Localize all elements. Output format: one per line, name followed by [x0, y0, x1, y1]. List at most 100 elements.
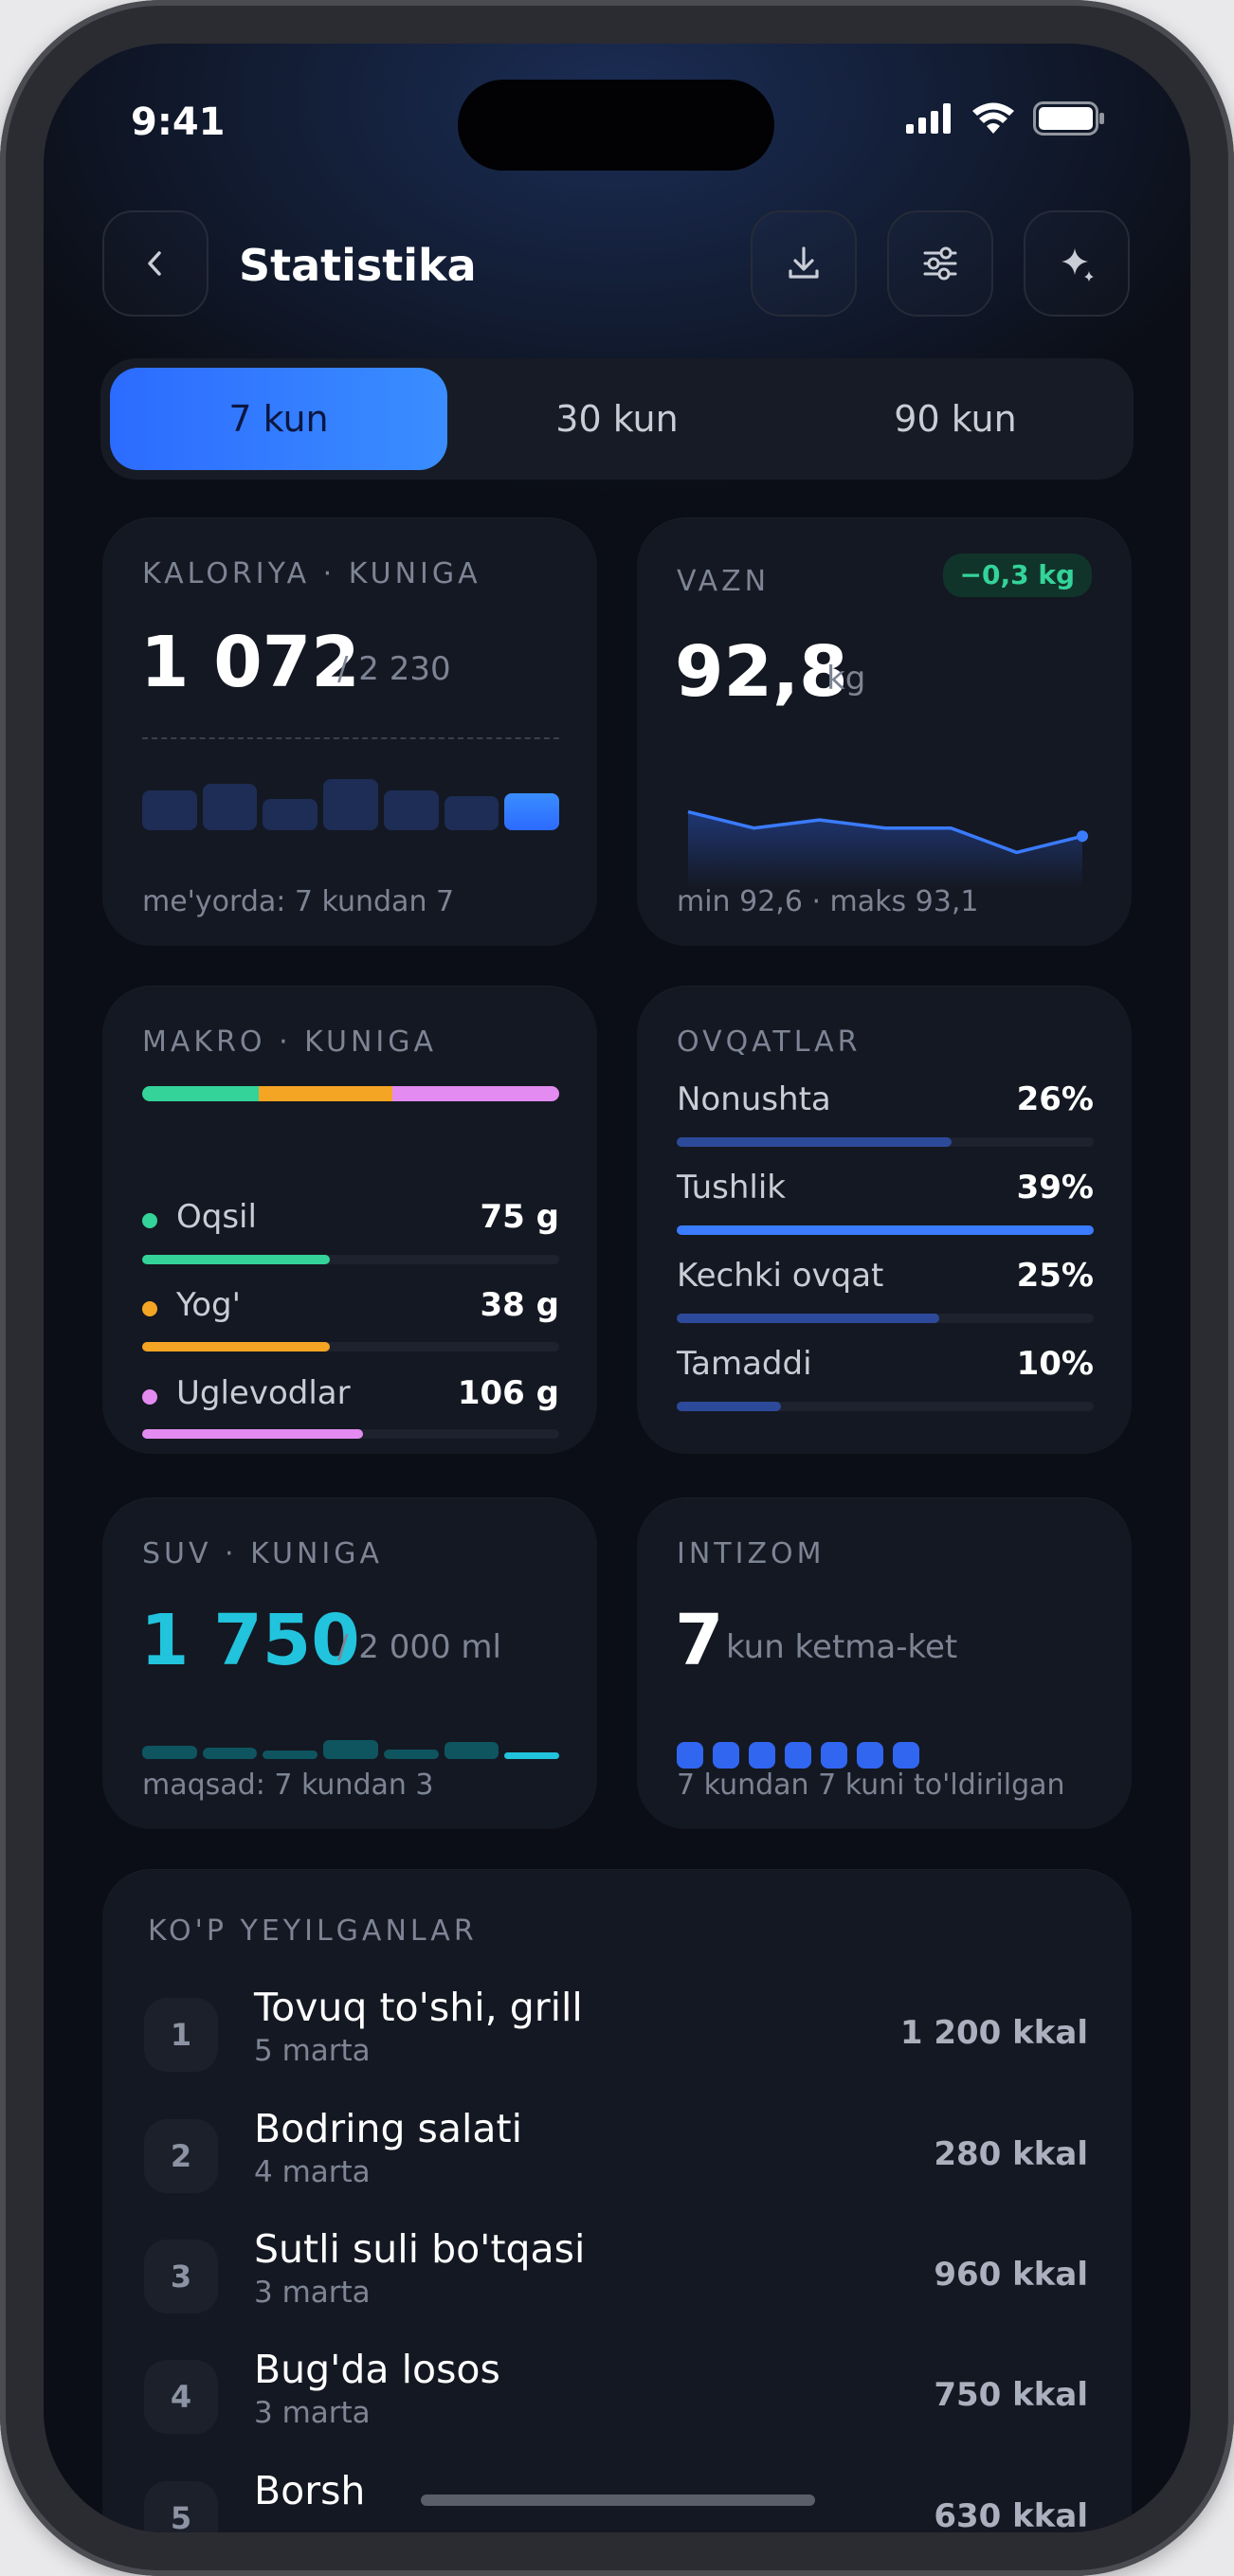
calorie-day-bar	[444, 796, 499, 830]
calorie-day-bar	[202, 784, 258, 830]
meal-value-snack: 10%	[1016, 1345, 1094, 1383]
meals-card[interactable]: OVQATLAR Nonushta 26% Tushlik 39% Kechki…	[637, 986, 1132, 1454]
meal-label-lunch: Tushlik	[677, 1169, 786, 1206]
fat-label: Yog'	[176, 1286, 241, 1324]
meal-bar-fill-dinner	[677, 1314, 940, 1323]
water-value: 1 750	[140, 1600, 360, 1681]
streak-dots	[677, 1742, 919, 1769]
weight-value: 92,8	[675, 631, 848, 713]
calories-value: 1 072	[140, 622, 360, 703]
streak-day-dot	[857, 1742, 883, 1769]
period-selector: 7 kun 30 kun 90 kun	[100, 358, 1134, 480]
signal-icon	[906, 103, 951, 134]
period-tab-30[interactable]: 30 kun	[555, 398, 679, 440]
calorie-day-bar	[504, 793, 559, 830]
protein-bar	[142, 1255, 559, 1264]
discipline-unit: kun ketma-ket	[726, 1628, 958, 1666]
streak-day-dot	[893, 1742, 919, 1769]
protein-value: 75 g	[480, 1198, 560, 1236]
home-indicator[interactable]	[421, 2494, 815, 2506]
back-button[interactable]	[102, 210, 209, 317]
fat-bar	[142, 1342, 559, 1351]
app-screen: 9:41 Statistika	[44, 44, 1190, 2532]
top-foods-caption: KO'P YEYILGANLAR	[148, 1914, 478, 1948]
food-count: 5 marta	[254, 2034, 371, 2068]
status-icons	[906, 97, 1105, 140]
carbs-value: 106 g	[457, 1374, 559, 1412]
sliders-icon	[923, 246, 957, 281]
water-day-bar	[323, 1740, 378, 1759]
weight-card[interactable]: VAZN −0,3 kg 92,8 kg min 92,6 · maks 93,…	[637, 517, 1132, 946]
weight-area	[688, 811, 1082, 889]
discipline-note: 7 kundan 7 kuni to'ldirilgan	[677, 1769, 1065, 1802]
calories-target-line	[142, 737, 559, 739]
meal-value-breakfast: 26%	[1016, 1080, 1094, 1118]
carbs-label: Uglevodlar	[176, 1374, 351, 1412]
filter-button[interactable]	[887, 210, 993, 317]
meal-bar-fill-breakfast	[677, 1137, 953, 1147]
food-name: Borsh	[254, 2468, 366, 2513]
food-kcal: 280 kkal	[934, 2135, 1088, 2173]
macro-split-segment	[391, 1086, 559, 1101]
period-tab-7[interactable]: 7 kun	[110, 368, 447, 470]
macros-card[interactable]: MAKRO · KUNIGA Oqsil 75 g Yog' 38 g Ugle…	[102, 986, 597, 1454]
macro-split-segment	[142, 1086, 260, 1101]
food-count: 4 marta	[254, 2155, 371, 2189]
discipline-value: 7	[675, 1600, 724, 1681]
calories-note: me'yorda: 7 kundan 7	[142, 885, 455, 918]
food-kcal: 960 kkal	[934, 2256, 1088, 2294]
water-day-bar	[202, 1748, 258, 1759]
water-day-bar	[263, 1751, 318, 1759]
food-rank: 5	[144, 2481, 218, 2532]
weight-last-point	[1077, 830, 1088, 843]
meal-value-dinner: 25%	[1016, 1257, 1094, 1295]
meal-bar-fill-lunch	[677, 1225, 1094, 1235]
food-kcal: 750 kkal	[934, 2376, 1088, 2414]
water-day-bar	[504, 1752, 559, 1759]
period-tab-90[interactable]: 90 kun	[894, 398, 1017, 440]
water-card[interactable]: SUV · KUNIGA 1 750 / 2 000 ml maqsad: 7 …	[102, 1497, 597, 1829]
water-target: / 2 000 ml	[337, 1628, 501, 1666]
water-caption: SUV · KUNIGA	[142, 1537, 384, 1570]
carbs-dot	[142, 1389, 157, 1405]
weight-line	[687, 809, 1083, 855]
calorie-day-bar	[263, 799, 318, 830]
macro-split-segment	[259, 1086, 392, 1101]
meal-label-breakfast: Nonushta	[677, 1080, 831, 1118]
discipline-card[interactable]: INTIZOM 7 kun ketma-ket 7 kundan 7 kuni …	[637, 1497, 1132, 1829]
meals-caption: OVQATLAR	[677, 1025, 862, 1059]
food-kcal: 630 kkal	[934, 2497, 1088, 2532]
macros-caption: MAKRO · KUNIGA	[142, 1025, 438, 1059]
calorie-day-bar	[383, 790, 439, 830]
weight-unit: kg	[826, 660, 866, 698]
calories-bar-chart	[142, 764, 559, 830]
water-day-bar	[142, 1746, 197, 1759]
calories-card[interactable]: KALORIYA · KUNIGA 1 072 / 2 230 me'yorda…	[102, 517, 597, 946]
streak-day-dot	[821, 1742, 847, 1769]
streak-day-dot	[677, 1742, 703, 1769]
fat-dot	[142, 1301, 157, 1316]
meal-label-snack: Tamaddi	[677, 1345, 812, 1383]
weight-line-chart	[687, 809, 1088, 889]
weight-caption: VAZN	[677, 565, 771, 598]
streak-day-dot	[785, 1742, 811, 1769]
download-icon	[789, 246, 819, 279]
wifi-icon	[972, 102, 1014, 134]
chevron-left-icon	[148, 251, 161, 276]
food-name: Tovuq to'shi, grill	[254, 1985, 583, 2030]
streak-day-dot	[749, 1742, 775, 1769]
food-name: Bodring salati	[254, 2106, 522, 2151]
water-day-bar	[444, 1742, 499, 1759]
meal-bar-dinner	[677, 1314, 1094, 1323]
food-rank: 2	[144, 2119, 218, 2193]
protein-bar-fill	[142, 1255, 330, 1264]
discipline-caption: INTIZOM	[677, 1537, 826, 1570]
streak-day-dot	[713, 1742, 739, 1769]
meal-bar-snack	[677, 1402, 1094, 1411]
food-count: 3 marta	[254, 2396, 371, 2430]
ai-insights-button[interactable]	[1024, 210, 1130, 317]
download-button[interactable]	[751, 210, 857, 317]
meal-bar-fill-snack	[677, 1402, 781, 1411]
water-level-chart	[142, 1734, 559, 1767]
